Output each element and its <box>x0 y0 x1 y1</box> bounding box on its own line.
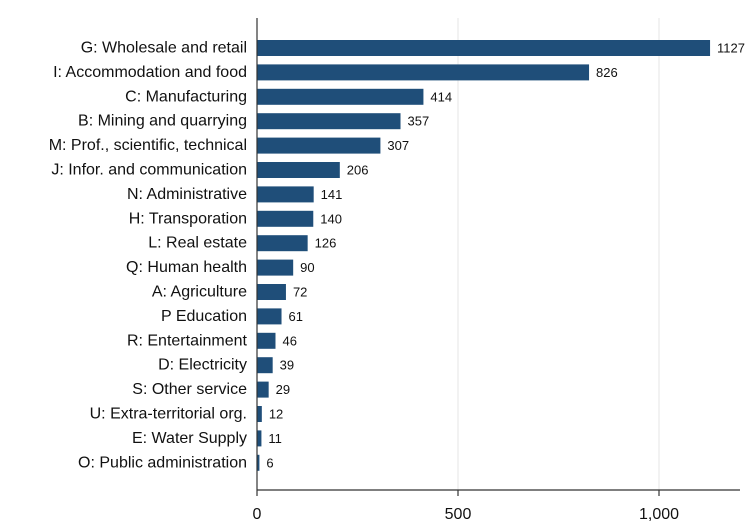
value-labels: 1127826414357307206141140126907261463929… <box>266 41 745 471</box>
bars <box>257 40 711 471</box>
value-label: 12 <box>269 407 283 422</box>
bar <box>257 332 276 349</box>
category-label: A: Agriculture <box>152 284 247 301</box>
value-label: 46 <box>282 333 296 348</box>
bar <box>257 259 294 276</box>
gridlines <box>457 18 660 490</box>
category-label: J: Infor. and communication <box>51 162 247 179</box>
bar <box>257 40 711 56</box>
value-label: 39 <box>280 358 294 373</box>
value-label: 140 <box>320 211 342 226</box>
category-label: M: Prof., scientific, technical <box>49 137 247 154</box>
value-label: 307 <box>387 138 409 153</box>
category-label: S: Other service <box>132 381 247 398</box>
category-label: E: Water Supply <box>132 430 247 447</box>
bar <box>257 162 340 178</box>
axes: 0 500 1,000 <box>253 18 740 523</box>
value-label: 61 <box>289 309 303 324</box>
category-label: R: Entertainment <box>127 332 248 349</box>
category-label: Q: Human health <box>126 259 247 276</box>
value-label: 206 <box>347 163 369 178</box>
bar <box>257 88 424 105</box>
value-label: 414 <box>430 89 452 104</box>
value-label: 6 <box>266 455 273 470</box>
value-label: 141 <box>321 187 343 202</box>
bar <box>257 381 269 398</box>
value-label: 29 <box>276 382 290 397</box>
value-label: 826 <box>596 65 618 80</box>
bar <box>257 308 282 325</box>
category-label: P Education <box>161 308 247 325</box>
category-label: N: Administrative <box>127 186 247 203</box>
category-label: G: Wholesale and retail <box>81 40 247 57</box>
value-label: 126 <box>315 236 337 251</box>
category-label: I: Accommodation and food <box>53 64 247 81</box>
category-label: U: Extra-territorial org. <box>90 406 247 423</box>
bar <box>257 64 590 81</box>
bar <box>257 137 381 154</box>
category-label: B: Mining and quarrying <box>78 113 247 130</box>
value-label: 90 <box>300 260 314 275</box>
bar <box>257 430 262 447</box>
category-labels: G: Wholesale and retail I: Accommodation … <box>49 40 248 472</box>
category-label: L: Real estate <box>148 235 247 252</box>
value-label: 357 <box>408 114 430 129</box>
category-label: D: Electricity <box>158 357 247 374</box>
category-label: C: Manufacturing <box>125 88 247 105</box>
bar <box>257 210 314 227</box>
category-label: H: Transporation <box>129 210 247 227</box>
value-label: 11 <box>268 431 282 446</box>
bar <box>257 186 314 203</box>
x-tick-label: 500 <box>445 506 472 523</box>
bar <box>257 113 401 130</box>
x-tick-label: 0 <box>253 506 262 523</box>
bar <box>257 406 262 422</box>
bar <box>257 454 260 471</box>
category-label: O: Public administration <box>78 454 247 471</box>
value-label: 1127 <box>717 41 745 56</box>
bar <box>257 235 308 252</box>
x-tick-label: 1,000 <box>639 506 679 523</box>
bar <box>257 357 273 374</box>
bar <box>257 284 286 300</box>
value-label: 72 <box>293 285 307 300</box>
